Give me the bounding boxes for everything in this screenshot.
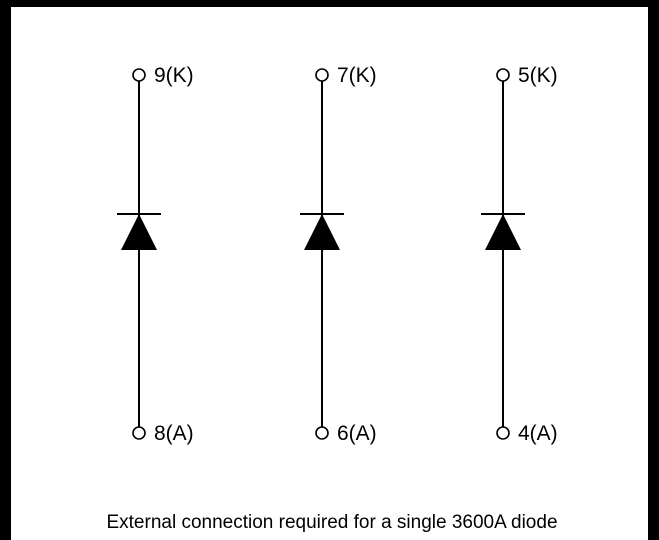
- caption: External connection required for a singl…: [106, 512, 557, 533]
- anode-terminal: [132, 426, 146, 440]
- diode-1: 9(K) 8(A): [117, 64, 194, 445]
- cathode-label: 5(K): [518, 64, 558, 87]
- diode-triangle: [485, 214, 521, 250]
- diode-2: 7(K) 6(A): [300, 64, 377, 445]
- cathode-label: 9(K): [154, 64, 194, 87]
- cathode-terminal: [496, 68, 510, 82]
- cathode-terminal: [315, 68, 329, 82]
- cathode-terminal: [132, 68, 146, 82]
- anode-label: 6(A): [337, 422, 377, 445]
- cathode-label: 7(K): [337, 64, 377, 87]
- anode-label: 8(A): [154, 422, 194, 445]
- anode-label: 4(A): [518, 422, 558, 445]
- anode-terminal: [315, 426, 329, 440]
- anode-terminal: [496, 426, 510, 440]
- diode-3: 5(K) 4(A): [481, 64, 558, 445]
- diode-triangle: [304, 214, 340, 250]
- diode-triangle: [121, 214, 157, 250]
